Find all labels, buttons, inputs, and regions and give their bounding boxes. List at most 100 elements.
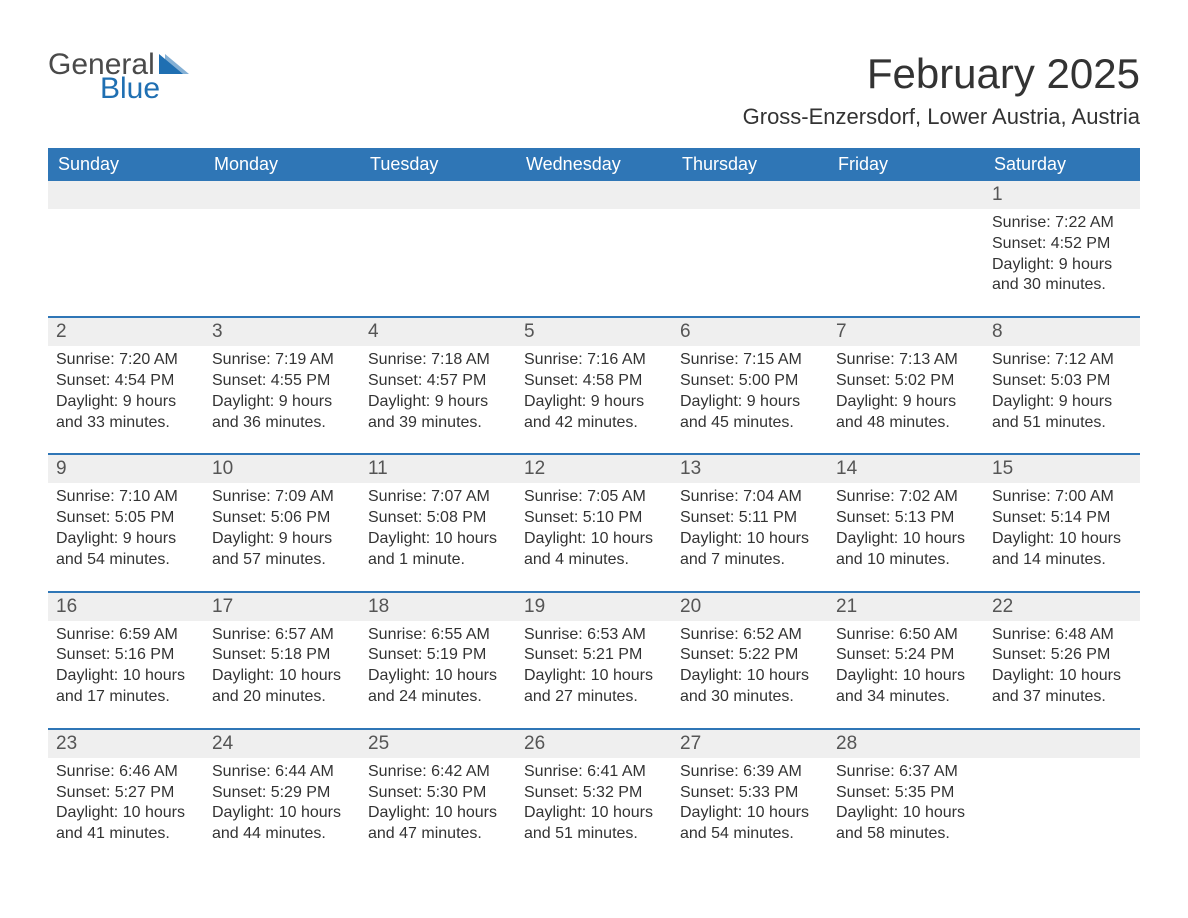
week: 1Sunrise: 7:22 AMSunset: 4:52 PMDaylight… (48, 181, 1140, 302)
day-number: 19 (516, 593, 672, 621)
daylight-line: Daylight: 9 hours (368, 392, 508, 413)
day-cell: Sunrise: 6:57 AMSunset: 5:18 PMDaylight:… (204, 621, 360, 714)
day-number: 28 (828, 730, 984, 758)
sunset-line: Sunset: 5:10 PM (524, 508, 664, 529)
day-cell: Sunrise: 7:16 AMSunset: 4:58 PMDaylight:… (516, 346, 672, 439)
day-number (672, 181, 828, 209)
sunrise-line: Sunrise: 7:15 AM (680, 350, 820, 371)
day-cell: Sunrise: 7:04 AMSunset: 5:11 PMDaylight:… (672, 483, 828, 576)
daylight-line: and 27 minutes. (524, 687, 664, 708)
title-block: February 2025 Gross-Enzersdorf, Lower Au… (743, 50, 1140, 130)
day-number: 14 (828, 455, 984, 483)
daylight-line: and 7 minutes. (680, 550, 820, 571)
day-cell: Sunrise: 7:07 AMSunset: 5:08 PMDaylight:… (360, 483, 516, 576)
daylight-line: and 4 minutes. (524, 550, 664, 571)
daylight-line: Daylight: 10 hours (368, 803, 508, 824)
day-number: 11 (360, 455, 516, 483)
daylight-line: Daylight: 10 hours (56, 803, 196, 824)
daylight-line: and 34 minutes. (836, 687, 976, 708)
sunrise-line: Sunrise: 6:39 AM (680, 762, 820, 783)
sunrise-line: Sunrise: 6:57 AM (212, 625, 352, 646)
day-cell: Sunrise: 6:59 AMSunset: 5:16 PMDaylight:… (48, 621, 204, 714)
sunrise-line: Sunrise: 7:04 AM (680, 487, 820, 508)
daylight-line: and 48 minutes. (836, 413, 976, 434)
sunrise-line: Sunrise: 7:05 AM (524, 487, 664, 508)
day-cell: Sunrise: 6:50 AMSunset: 5:24 PMDaylight:… (828, 621, 984, 714)
detail-row: Sunrise: 7:20 AMSunset: 4:54 PMDaylight:… (48, 346, 1140, 439)
sunrise-line: Sunrise: 6:59 AM (56, 625, 196, 646)
sunset-line: Sunset: 5:21 PM (524, 645, 664, 666)
sunrise-line: Sunrise: 6:50 AM (836, 625, 976, 646)
day-cell: Sunrise: 6:52 AMSunset: 5:22 PMDaylight:… (672, 621, 828, 714)
daylight-line: Daylight: 10 hours (836, 666, 976, 687)
day-number (360, 181, 516, 209)
sunset-line: Sunset: 5:33 PM (680, 783, 820, 804)
day-number: 8 (984, 318, 1140, 346)
daylight-line: and 51 minutes. (524, 824, 664, 845)
week: 16171819202122Sunrise: 6:59 AMSunset: 5:… (48, 591, 1140, 714)
sunrise-line: Sunrise: 7:20 AM (56, 350, 196, 371)
daylight-line: and 51 minutes. (992, 413, 1132, 434)
sunset-line: Sunset: 5:30 PM (368, 783, 508, 804)
day-cell: Sunrise: 6:37 AMSunset: 5:35 PMDaylight:… (828, 758, 984, 851)
daylight-line: and 24 minutes. (368, 687, 508, 708)
day-cell: Sunrise: 7:02 AMSunset: 5:13 PMDaylight:… (828, 483, 984, 576)
day-cell: Sunrise: 7:18 AMSunset: 4:57 PMDaylight:… (360, 346, 516, 439)
daylight-line: and 42 minutes. (524, 413, 664, 434)
day-cell (516, 209, 672, 302)
day-cell (204, 209, 360, 302)
day-cell (48, 209, 204, 302)
sunrise-line: Sunrise: 7:18 AM (368, 350, 508, 371)
daylight-line: and 36 minutes. (212, 413, 352, 434)
logo: General Blue (48, 50, 193, 104)
sunset-line: Sunset: 5:16 PM (56, 645, 196, 666)
day-header: Sunday (48, 148, 204, 181)
day-number (516, 181, 672, 209)
sunrise-line: Sunrise: 7:02 AM (836, 487, 976, 508)
daylight-line: Daylight: 10 hours (524, 803, 664, 824)
daylight-line: Daylight: 10 hours (680, 666, 820, 687)
day-number: 7 (828, 318, 984, 346)
daylight-line: and 17 minutes. (56, 687, 196, 708)
week: 232425262728Sunrise: 6:46 AMSunset: 5:27… (48, 728, 1140, 851)
daylight-line: Daylight: 10 hours (992, 666, 1132, 687)
sunrise-line: Sunrise: 6:42 AM (368, 762, 508, 783)
sunset-line: Sunset: 5:00 PM (680, 371, 820, 392)
detail-row: Sunrise: 7:22 AMSunset: 4:52 PMDaylight:… (48, 209, 1140, 302)
daylight-line: Daylight: 10 hours (368, 666, 508, 687)
daylight-line: Daylight: 10 hours (680, 529, 820, 550)
day-header: Friday (828, 148, 984, 181)
daylight-line: and 1 minute. (368, 550, 508, 571)
sunrise-line: Sunrise: 6:41 AM (524, 762, 664, 783)
sunset-line: Sunset: 5:18 PM (212, 645, 352, 666)
sunrise-line: Sunrise: 7:09 AM (212, 487, 352, 508)
day-number: 17 (204, 593, 360, 621)
day-header-row: SundayMondayTuesdayWednesdayThursdayFrid… (48, 148, 1140, 181)
daylight-line: Daylight: 9 hours (836, 392, 976, 413)
day-cell (672, 209, 828, 302)
sunset-line: Sunset: 4:55 PM (212, 371, 352, 392)
sunrise-line: Sunrise: 6:44 AM (212, 762, 352, 783)
day-cell: Sunrise: 7:13 AMSunset: 5:02 PMDaylight:… (828, 346, 984, 439)
location: Gross-Enzersdorf, Lower Austria, Austria (743, 104, 1140, 130)
sunset-line: Sunset: 5:35 PM (836, 783, 976, 804)
daylight-line: and 30 minutes. (680, 687, 820, 708)
daynum-row: 2345678 (48, 318, 1140, 346)
day-number: 27 (672, 730, 828, 758)
sunset-line: Sunset: 5:32 PM (524, 783, 664, 804)
detail-row: Sunrise: 6:59 AMSunset: 5:16 PM Daylight:… (48, 621, 1140, 714)
day-header: Wednesday (516, 148, 672, 181)
sunrise-line: Sunrise: 6:48 AM (992, 625, 1132, 646)
sunset-line: Sunset: 5:02 PM (836, 371, 976, 392)
logo-text-2: Blue (100, 74, 160, 104)
day-number: 18 (360, 593, 516, 621)
day-cell: Sunrise: 6:55 AMSunset: 5:19 PMDaylight:… (360, 621, 516, 714)
daylight-line: Daylight: 9 hours (212, 529, 352, 550)
day-cell: Sunrise: 6:46 AMSunset: 5:27 PMDaylight:… (48, 758, 204, 851)
sunset-line: Sunset: 5:11 PM (680, 508, 820, 529)
calendar-page: General Blue February 2025 Gross-Enzersd… (0, 0, 1188, 891)
daylight-line: Daylight: 10 hours (368, 529, 508, 550)
sunrise-line: Sunrise: 6:37 AM (836, 762, 976, 783)
sunrise-line: Sunrise: 7:00 AM (992, 487, 1132, 508)
daynum-row: 232425262728 (48, 730, 1140, 758)
